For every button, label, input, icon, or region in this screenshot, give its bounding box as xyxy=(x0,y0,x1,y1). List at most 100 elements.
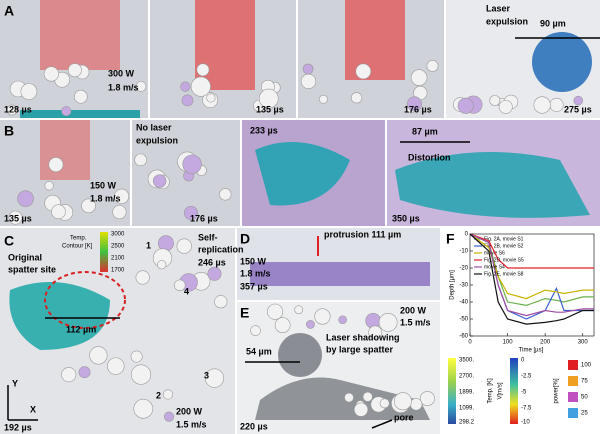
x-tick-label: 300 xyxy=(578,340,589,346)
powder-particle xyxy=(130,364,152,385)
powder-particle xyxy=(353,402,369,417)
powder-particle xyxy=(204,368,225,388)
legend-label: 100 xyxy=(581,363,592,369)
legend-title: power[%] xyxy=(554,378,560,403)
colorbar-tick: 2700. xyxy=(459,374,474,380)
colorbar-title: V[m/s] xyxy=(498,382,504,399)
colorbar xyxy=(448,358,456,424)
power: 200 W xyxy=(176,406,203,416)
time: 350 µs xyxy=(392,213,420,223)
powder-particle xyxy=(355,63,372,80)
power: 150 W xyxy=(90,180,117,190)
speed: 1.8 m/s xyxy=(108,82,139,92)
powder-particle xyxy=(112,205,127,220)
powder-particle xyxy=(219,188,232,201)
note: Original xyxy=(8,252,42,262)
colorbar-title: Temp. xyxy=(70,236,87,242)
time: 135 µs xyxy=(256,104,284,114)
note: Self- xyxy=(198,232,218,242)
powder-particle xyxy=(274,317,291,334)
powder-particle xyxy=(48,157,64,173)
note: Laser xyxy=(486,3,511,13)
spatter xyxy=(278,333,322,377)
legend-label: 50 xyxy=(581,395,588,401)
powder-particle xyxy=(533,96,551,114)
powder-particle xyxy=(419,391,435,407)
x-tick-label: 0 xyxy=(468,340,472,346)
powder-particle xyxy=(294,305,304,315)
axis-label: Y xyxy=(12,378,18,388)
time: 176 µs xyxy=(404,104,432,114)
time: 233 µs xyxy=(250,125,278,135)
powder-particle xyxy=(67,63,82,78)
note: No laser xyxy=(136,122,172,132)
powder-particle xyxy=(206,93,216,103)
melt-layer xyxy=(250,262,430,286)
melt-pool xyxy=(255,142,350,206)
y-tick-label: -50 xyxy=(459,317,468,323)
colorbar-tick: 1899. xyxy=(459,390,474,396)
note: by large spatter xyxy=(326,344,394,354)
colorbar-tick: 3000 xyxy=(111,232,125,238)
powder-particle xyxy=(51,204,66,220)
droplet-number: 3 xyxy=(204,370,209,380)
powder xyxy=(6,60,584,422)
note: protrusion 111 µm xyxy=(324,229,401,239)
powder-particle xyxy=(17,190,34,207)
powder-particle xyxy=(130,350,143,363)
powder-particle xyxy=(113,188,130,204)
powder-particle xyxy=(134,153,147,167)
powder-particle xyxy=(258,88,279,109)
powder-particle xyxy=(306,320,315,329)
y-tick-label: -40 xyxy=(459,300,468,306)
powder-particle xyxy=(162,389,174,400)
powder-particle xyxy=(81,198,96,214)
powder-particle xyxy=(180,81,191,92)
colorbar-tick: 1700 xyxy=(111,268,125,274)
powder-particle xyxy=(573,95,584,106)
series-line xyxy=(469,233,594,325)
colorbar xyxy=(510,358,518,424)
y-tick-label: -10 xyxy=(459,249,468,255)
note: Distortion xyxy=(408,152,451,162)
scale: 112 µm xyxy=(66,324,96,334)
legend-label: Fig. 2D, movie S5 xyxy=(484,257,524,263)
colorbar-tick: 2100 xyxy=(111,256,125,262)
note: spatter site xyxy=(8,264,56,274)
labels: A 128 µs 300 W 1.8 m/s 135 µs 176 µs Las… xyxy=(4,3,592,433)
pore-arrow xyxy=(371,419,393,429)
powder-particle xyxy=(489,95,501,106)
colorbar-tick: 3500. xyxy=(459,358,474,364)
powder-particle xyxy=(207,266,222,281)
axis-label: X xyxy=(30,404,36,414)
scale: 54 µm xyxy=(246,346,272,356)
powder-particle xyxy=(44,181,54,191)
legend-swatch xyxy=(568,408,578,418)
colorbar-tick: -10 xyxy=(521,420,530,426)
powder-particle xyxy=(133,398,154,419)
x-tick-label: 200 xyxy=(540,340,551,346)
droplet-number: 1 xyxy=(146,240,151,250)
time: 246 µs xyxy=(198,257,226,267)
laser-rays xyxy=(40,0,120,70)
legend-label: Fig. 2A, movie S1 xyxy=(484,236,524,242)
note: expulsion xyxy=(136,135,178,145)
power: 150 W xyxy=(240,256,267,266)
colorbar-tick: 1099. xyxy=(459,406,474,412)
note: expulsion xyxy=(486,16,528,26)
powder-particle xyxy=(344,392,354,403)
series-line xyxy=(469,233,594,307)
y-tick-label: -30 xyxy=(459,283,468,289)
legend-swatch xyxy=(568,360,578,370)
panel-label: B xyxy=(4,123,14,139)
speed: 1.5 m/s xyxy=(400,317,431,327)
powder-particle xyxy=(378,312,398,332)
laser-rays xyxy=(345,0,405,80)
x-axis-title: Time [µs] xyxy=(519,348,544,354)
powder-particle xyxy=(182,154,202,174)
spatter xyxy=(532,32,592,92)
powder-particle xyxy=(426,60,439,72)
